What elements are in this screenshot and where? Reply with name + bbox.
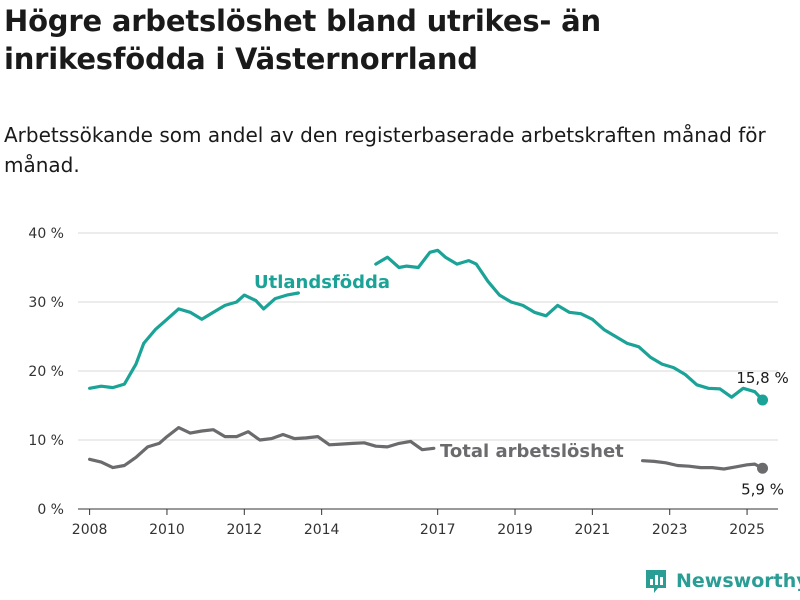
chart-title: Högre arbetslöshet bland utrikes- än inr… — [4, 4, 601, 76]
line-chart: 0 % 10 % 20 % 30 % 40 % 2008 2010 2012 2014 2017 2… — [28, 226, 789, 538]
x-tick-label: 2023 — [652, 522, 688, 538]
brand-name: Newsworthy — [676, 570, 800, 592]
newsworthy-logo-icon — [646, 570, 666, 593]
series-line-utlandsf-dda — [374, 248, 765, 402]
series-end-label-total-arbetsl-shet: 5,9 % — [741, 480, 784, 498]
brand-logo: Newsworthy — [644, 568, 800, 594]
series-labels: 15,8 % 5,9 % Utlandsfödda Total arbetslöshe… — [252, 270, 789, 499]
series-end-point-total-arbetsl-shet — [757, 462, 769, 474]
series-end-label-utlandsf-dda: 15,8 % — [736, 369, 788, 387]
series-end-point-utlandsf-dda — [757, 394, 769, 406]
y-tick-label: 30 % — [28, 295, 64, 311]
series-line-total-arbetsl-shet — [88, 426, 436, 470]
x-tick-label: 2010 — [149, 522, 185, 538]
x-tick-label: 2021 — [575, 522, 611, 538]
y-tick-label: 20 % — [28, 364, 64, 380]
series-name-label-total-arbetsl-shet: Total arbetslöshet — [440, 441, 624, 462]
y-tick-label: 10 % — [28, 433, 64, 449]
series-name-label-utlandsf-dda: Utlandsfödda — [254, 272, 390, 293]
x-tick-label: 2017 — [420, 522, 456, 538]
axes: 0 % 10 % 20 % 30 % 40 % 2008 2010 2012 2014 2017 2… — [28, 226, 778, 538]
chart-subtitle: Arbetssökande som andel av den registerb… — [4, 123, 766, 177]
x-tick-label: 2012 — [226, 522, 262, 538]
x-tick-label: 2008 — [72, 522, 108, 538]
series-lines — [88, 248, 769, 474]
y-tick-label: 40 % — [28, 226, 64, 242]
x-tick-label: 2014 — [304, 522, 340, 538]
x-tick-label: 2019 — [497, 522, 533, 538]
grid-lines — [78, 232, 778, 441]
y-tick-label: 0 % — [37, 502, 64, 518]
series-line-total-arbetsl-shet — [641, 459, 765, 471]
series-line-utlandsf-dda — [88, 291, 300, 390]
x-tick-label: 2025 — [729, 522, 765, 538]
